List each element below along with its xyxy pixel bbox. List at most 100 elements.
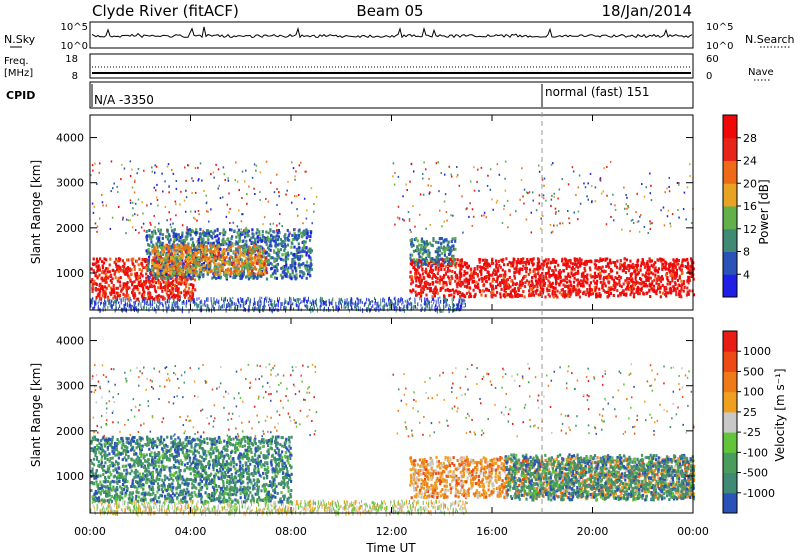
range-gate-cell [197, 262, 200, 266]
range-gate-cell [678, 284, 681, 287]
range-gate-cell [447, 245, 451, 249]
range-gate-cell [278, 231, 281, 235]
range-gate-cell [286, 236, 289, 240]
range-gate-cell [593, 262, 596, 266]
range-gate-cell [513, 271, 516, 275]
ground-scatter-cell [218, 299, 220, 305]
range-gate-cell [627, 263, 630, 267]
ground-scatter-cell [312, 299, 314, 303]
range-gate-cell [301, 247, 304, 251]
ground-scatter-cell [431, 297, 433, 301]
ground-scatter-cell [246, 299, 248, 305]
range-gate-cell [243, 249, 246, 253]
range-gate-cell [625, 281, 628, 284]
range-gate-cell [175, 274, 178, 278]
ground-scatter-cell [221, 298, 223, 301]
range-gate-cell [191, 277, 194, 280]
ground-scatter-cell [373, 296, 375, 301]
range-gate-cell [409, 270, 412, 274]
range-gate-cell [674, 266, 677, 270]
range-gate-cell [166, 285, 169, 289]
range-gate-cell [472, 280, 475, 284]
range-gate-cell [133, 292, 136, 296]
range-gate-cell [250, 269, 254, 273]
range-gate-cell [536, 264, 539, 268]
range-gate-cell [103, 271, 106, 275]
range-gate-cell [201, 263, 204, 266]
range-gate-cell [561, 259, 564, 263]
range-gate-cell [507, 293, 510, 297]
ground-scatter-cell [168, 298, 170, 304]
ground-scatter-cell [384, 298, 386, 304]
range-gate-cell [274, 241, 277, 245]
range-gate-cell [283, 265, 286, 268]
ground-scatter-cell [188, 308, 190, 314]
range-gate-cell [519, 294, 522, 297]
ground-scatter-cell [400, 307, 402, 312]
ground-scatter-cell [218, 304, 220, 308]
ground-scatter-cell [188, 298, 190, 303]
range-gate-cell [474, 292, 477, 296]
ground-scatter-cell [304, 297, 306, 301]
range-gate-cell [508, 275, 511, 279]
range-gate-cell [652, 289, 655, 293]
range-gate-cell [101, 294, 104, 298]
ground-scatter-cell [292, 307, 294, 311]
ground-scatter-cell [369, 298, 371, 304]
range-gate-cell [260, 239, 263, 243]
ground-scatter-cell [196, 297, 198, 301]
range-gate-cell [133, 280, 136, 284]
range-gate-cell [95, 295, 98, 299]
range-gate-cell [144, 281, 147, 285]
range-gate-cell [274, 265, 277, 269]
range-gate-cell [137, 263, 140, 267]
ground-scatter-cell [356, 302, 358, 307]
ground-scatter-cell [355, 300, 357, 306]
range-gate-cell [650, 271, 653, 275]
ground-scatter-cell [140, 302, 142, 307]
range-gate-cell [415, 284, 418, 288]
range-gate-cell [305, 246, 308, 250]
range-gate-cell [545, 262, 548, 266]
range-gate-cell [171, 256, 174, 260]
range-gate-cell [91, 289, 94, 293]
range-gate-cell [512, 288, 515, 292]
range-gate-cell [466, 285, 469, 289]
ground-scatter-cell [260, 300, 262, 306]
range-gate-cell [110, 281, 113, 284]
range-gate-cell [126, 258, 129, 262]
range-gate-cell [239, 246, 242, 250]
ground-scatter-cell [296, 298, 298, 303]
range-gate-cell [91, 287, 94, 291]
range-gate-cell [247, 234, 250, 238]
range-gate-cell [568, 265, 571, 269]
ground-scatter-cell [248, 305, 250, 311]
range-gate-cell [531, 276, 534, 279]
cpid-label: CPID [6, 89, 35, 102]
ground-scatter-cell [240, 299, 242, 303]
range-gate-cell [169, 292, 172, 296]
ground-scatter-cell [435, 304, 437, 308]
range-gate-cell [269, 239, 272, 243]
range-gate-cell [514, 294, 518, 298]
range-gate-cell [599, 293, 602, 297]
range-gate-cell [223, 252, 226, 256]
ground-scatter-cell [197, 303, 199, 308]
range-gate-cell [253, 255, 257, 259]
range-gate-cell [303, 250, 306, 254]
range-gate-cell [149, 237, 152, 240]
range-gate-cell [199, 237, 202, 241]
ground-scatter-cell [335, 301, 337, 307]
ground-scatter-cell [322, 297, 324, 302]
ground-scatter-cell [316, 308, 318, 313]
range-gate-cell [207, 238, 210, 242]
range-gate-cell [175, 280, 178, 284]
range-gate-cell [105, 267, 108, 270]
range-gate-cell [635, 273, 638, 277]
ground-scatter-cell [372, 300, 374, 303]
range-gate-cell [680, 284, 683, 288]
ground-scatter-cell [247, 296, 249, 302]
range-gate-cell [449, 289, 452, 292]
range-gate-cell [286, 267, 289, 271]
range-gate-cell [303, 243, 306, 247]
